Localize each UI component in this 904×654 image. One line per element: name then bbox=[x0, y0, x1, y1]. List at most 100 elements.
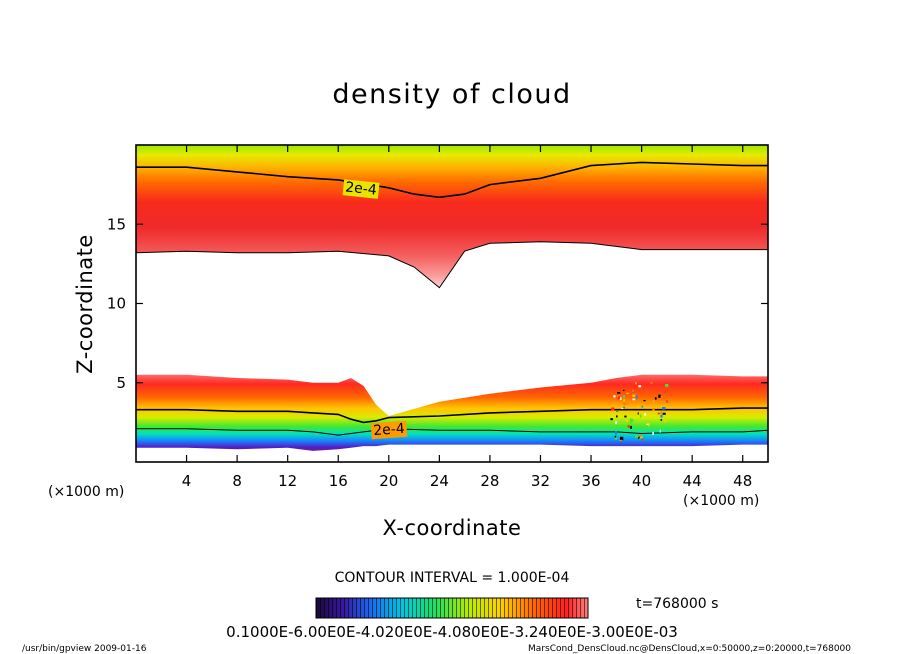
x-axis-unit-left: (×1000 m) bbox=[48, 484, 124, 500]
speckle bbox=[662, 412, 666, 415]
y-tick-label: 15 bbox=[107, 215, 126, 233]
speckle bbox=[626, 392, 629, 394]
contour-labels: 2e-4 2e-4 bbox=[342, 179, 408, 440]
x-tick-label: 8 bbox=[232, 472, 242, 490]
speckle bbox=[639, 437, 642, 440]
x-tick-label: 32 bbox=[531, 472, 550, 490]
plot-area bbox=[136, 145, 768, 462]
contour-label-upper: 2e-4 bbox=[345, 179, 378, 198]
y-tick-label: 10 bbox=[107, 295, 126, 313]
time-label: t=768000 s bbox=[636, 596, 718, 612]
x-tick-label: 16 bbox=[329, 472, 348, 490]
contour-label-knockout bbox=[370, 420, 408, 440]
speckle bbox=[635, 395, 638, 399]
speckle bbox=[627, 402, 629, 406]
speckle bbox=[624, 415, 627, 418]
speckle bbox=[664, 420, 667, 423]
speckle bbox=[630, 418, 634, 422]
speckle bbox=[660, 405, 663, 407]
speckle bbox=[632, 394, 636, 397]
speckle bbox=[638, 385, 642, 388]
speckle bbox=[623, 399, 625, 402]
x-tick-label: 20 bbox=[379, 472, 398, 490]
speckle bbox=[653, 400, 655, 403]
x-tick-label: 4 bbox=[182, 472, 192, 490]
y-tick-label: 5 bbox=[116, 374, 126, 392]
speckle bbox=[657, 412, 660, 415]
speckle bbox=[637, 406, 640, 408]
speckle bbox=[618, 397, 622, 400]
x-tick-label: 24 bbox=[430, 472, 449, 490]
upper-layer-edge-contour bbox=[136, 241, 768, 289]
x-tick-label: 28 bbox=[480, 472, 499, 490]
speckle bbox=[638, 436, 640, 439]
x-axis-unit-right: (×1000 m) bbox=[683, 493, 759, 509]
speckle bbox=[650, 381, 653, 384]
colorbar-labels: 0.1000E-6.00E0E-4.020E0E-4.080E0E-3.240E… bbox=[226, 623, 678, 641]
y-axis-ticks: 5 10 15 bbox=[107, 215, 768, 392]
speckle bbox=[641, 405, 643, 408]
speckle bbox=[640, 414, 642, 418]
speckle bbox=[611, 407, 615, 411]
footer-right: MarsCond_DensCloud.nc@DensCloud,x=0:5000… bbox=[528, 644, 851, 654]
speckle bbox=[615, 431, 617, 435]
speckle bbox=[663, 391, 666, 393]
speckle bbox=[635, 382, 637, 385]
speckle bbox=[620, 436, 624, 441]
speckle bbox=[644, 413, 647, 416]
speckle bbox=[630, 425, 632, 429]
speckle bbox=[635, 435, 639, 438]
speckle bbox=[665, 384, 669, 387]
speckle bbox=[652, 408, 655, 411]
chart-title: density of cloud bbox=[332, 79, 571, 110]
speckle bbox=[623, 402, 627, 406]
speckle bbox=[623, 389, 625, 391]
speckle bbox=[659, 429, 661, 433]
turbulence-speckle bbox=[610, 381, 670, 441]
x-tick-label: 12 bbox=[278, 472, 297, 490]
x-tick-label: 36 bbox=[581, 472, 600, 490]
speckle bbox=[646, 423, 649, 425]
speckle bbox=[616, 411, 619, 412]
speckle bbox=[617, 392, 621, 394]
x-tick-label: 40 bbox=[632, 472, 651, 490]
speckle bbox=[652, 431, 654, 435]
speckle bbox=[662, 407, 666, 410]
speckle bbox=[658, 394, 661, 398]
speckle bbox=[660, 419, 663, 421]
speckle bbox=[623, 406, 625, 409]
contour-label-knockout bbox=[342, 179, 380, 199]
footer-left: /usr/bin/gpview 2009-01-16 bbox=[22, 644, 147, 654]
speckle bbox=[632, 398, 636, 401]
speckle bbox=[625, 419, 628, 422]
x-tick-label: 48 bbox=[733, 472, 752, 490]
speckle bbox=[638, 435, 642, 438]
colorbar-frame bbox=[315, 597, 589, 619]
speckle bbox=[660, 411, 662, 414]
speckle bbox=[627, 425, 630, 428]
speckle bbox=[648, 422, 650, 427]
speckle bbox=[666, 400, 668, 403]
speckle bbox=[621, 408, 624, 410]
speckle bbox=[615, 436, 618, 440]
contour-interval: CONTOUR INTERVAL = 1.000E-04 bbox=[335, 570, 570, 586]
speckle bbox=[614, 435, 617, 438]
speckle bbox=[660, 414, 663, 418]
x-axis-ticks: 4 8 12 16 20 24 28 32 36 40 44 48 bbox=[182, 145, 752, 490]
speckle bbox=[613, 395, 616, 398]
y-axis-label: Z-coordinate bbox=[73, 234, 97, 374]
x-tick-label: 44 bbox=[683, 472, 702, 490]
contour-label-lower: 2e-4 bbox=[373, 421, 406, 439]
lower-2e-4-contour bbox=[136, 407, 768, 424]
speckle bbox=[637, 412, 639, 415]
speckle bbox=[610, 418, 613, 421]
speckle bbox=[619, 439, 622, 441]
speckle bbox=[660, 396, 662, 399]
upper-cloud-layer bbox=[136, 145, 768, 288]
speckle bbox=[641, 438, 644, 441]
speckle bbox=[643, 400, 646, 402]
speckle bbox=[617, 396, 621, 400]
upper-2e-4-contour bbox=[136, 161, 768, 199]
speckle bbox=[640, 436, 643, 438]
